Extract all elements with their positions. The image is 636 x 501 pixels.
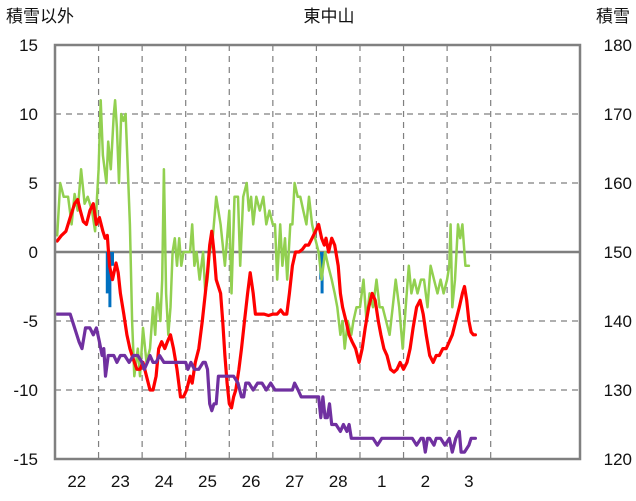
x-tick-label: 1 (377, 472, 386, 491)
right-y-tick-label: 120 (604, 450, 632, 469)
green-series-line (55, 98, 471, 378)
left-y-tick-label: 0 (29, 243, 38, 262)
x-tick-label: 2 (421, 472, 430, 491)
x-tick-label: 3 (464, 472, 473, 491)
x-tick-label: 28 (329, 472, 348, 491)
x-tick-label: 26 (242, 472, 261, 491)
right-y-tick-label: 160 (604, 174, 632, 193)
plot-frame (53, 43, 582, 461)
x-tick-label: 27 (285, 472, 304, 491)
x-tick-labels: 22 23 24 25 26 27 28 1 2 3 (67, 472, 473, 491)
x-tick-label: 23 (111, 472, 130, 491)
x-tick-label: 25 (198, 472, 217, 491)
purple-series-line (55, 312, 477, 454)
left-y-tick-label: 15 (19, 36, 38, 55)
left-y-tick-labels: -15 -10 -5 0 5 10 15 (13, 36, 38, 469)
x-tick-label: 24 (154, 472, 173, 491)
right-y-tick-labels: 120 130 140 150 160 170 180 (604, 36, 632, 469)
left-y-tick-label: 10 (19, 105, 38, 124)
left-y-tick-label: 5 (29, 174, 38, 193)
series-layer (55, 98, 477, 454)
left-axis-title: 積雪以外 (6, 7, 74, 27)
right-axis-title: 積雪 (596, 7, 630, 27)
right-y-tick-label: 180 (604, 36, 632, 55)
x-tick-label: 22 (67, 472, 86, 491)
right-y-tick-label: 130 (604, 381, 632, 400)
left-y-tick-label: -10 (13, 381, 38, 400)
left-y-tick-label: -15 (13, 450, 38, 469)
right-y-tick-label: 150 (604, 243, 632, 262)
left-y-tick-label: -5 (23, 312, 38, 331)
chart-title: 東中山 (304, 7, 355, 27)
right-y-tick-label: 140 (604, 312, 632, 331)
right-y-tick-label: 170 (604, 105, 632, 124)
red-series-line (55, 198, 477, 410)
